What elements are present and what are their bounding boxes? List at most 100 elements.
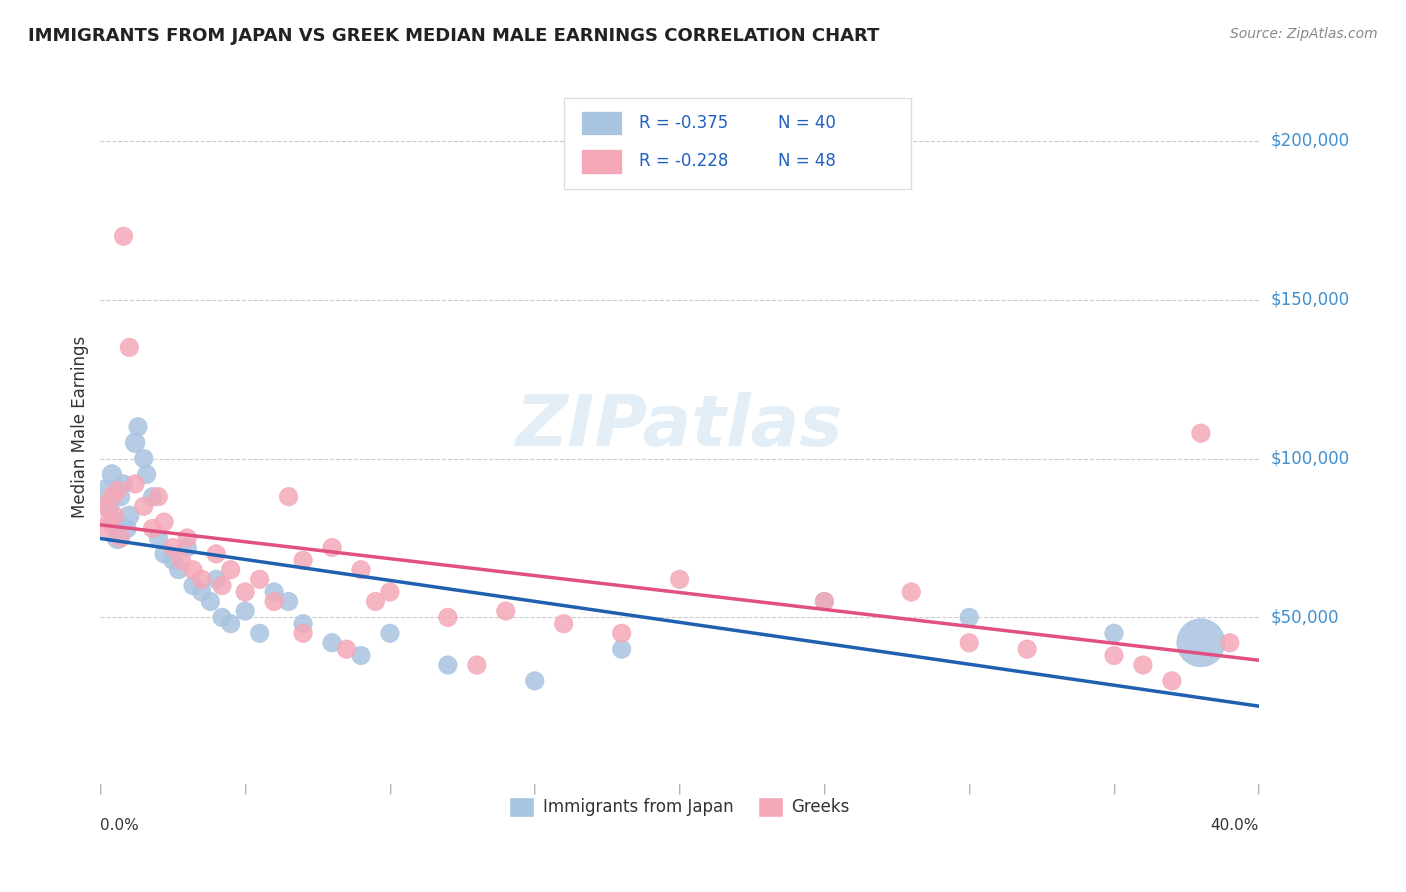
Point	[104, 508, 127, 523]
Point	[1161, 673, 1184, 688]
Text: N = 48: N = 48	[778, 153, 837, 170]
Text: 0.0%: 0.0%	[100, 818, 139, 833]
Point	[335, 642, 357, 657]
Bar	[581, 111, 621, 136]
Point	[162, 553, 184, 567]
Point	[813, 594, 835, 608]
Point	[263, 594, 285, 608]
Text: |: |	[1112, 783, 1116, 794]
Point	[181, 579, 204, 593]
Point	[98, 500, 121, 514]
Point	[1189, 636, 1212, 650]
Point	[277, 490, 299, 504]
Point	[211, 610, 233, 624]
Point	[153, 515, 176, 529]
Point	[292, 553, 315, 567]
Point	[321, 541, 343, 555]
Point	[1102, 626, 1125, 640]
Text: R = -0.375: R = -0.375	[640, 114, 728, 132]
Point	[132, 500, 155, 514]
Point	[1017, 642, 1039, 657]
Point	[127, 419, 149, 434]
Point	[112, 229, 135, 244]
Point	[190, 585, 212, 599]
Point	[107, 483, 129, 498]
Point	[91, 500, 114, 514]
FancyBboxPatch shape	[564, 98, 911, 189]
Point	[957, 636, 980, 650]
Point	[350, 563, 373, 577]
Point	[141, 521, 163, 535]
Point	[211, 579, 233, 593]
Text: 40.0%: 40.0%	[1211, 818, 1258, 833]
Point	[219, 563, 242, 577]
Text: $50,000: $50,000	[1271, 608, 1339, 626]
Point	[118, 340, 141, 354]
Text: |: |	[98, 783, 103, 794]
Point	[94, 521, 117, 535]
Point	[110, 531, 132, 545]
Point	[249, 572, 271, 586]
Text: |: |	[678, 783, 682, 794]
Point	[1189, 426, 1212, 441]
Point	[112, 477, 135, 491]
Point	[219, 616, 242, 631]
Point	[813, 594, 835, 608]
Point	[176, 541, 198, 555]
Point	[378, 585, 401, 599]
Point	[101, 490, 124, 504]
Point	[94, 483, 117, 498]
Point	[190, 572, 212, 586]
Text: |: |	[823, 783, 827, 794]
Point	[115, 521, 138, 535]
Point	[249, 626, 271, 640]
Point	[1102, 648, 1125, 663]
Point	[135, 467, 157, 482]
Point	[523, 673, 546, 688]
Text: ZIPatlas: ZIPatlas	[516, 392, 844, 461]
Point	[176, 531, 198, 545]
Text: |: |	[388, 783, 392, 794]
Point	[233, 585, 256, 599]
Point	[200, 594, 222, 608]
Point	[437, 610, 460, 624]
Point	[101, 467, 124, 482]
Point	[378, 626, 401, 640]
Point	[553, 616, 575, 631]
Point	[107, 531, 129, 545]
Point	[292, 626, 315, 640]
Bar	[581, 150, 621, 174]
Point	[124, 435, 146, 450]
Point	[277, 594, 299, 608]
Point	[141, 490, 163, 504]
Point	[900, 585, 922, 599]
Point	[1219, 636, 1241, 650]
Point	[668, 572, 690, 586]
Point	[181, 563, 204, 577]
Point	[1132, 658, 1154, 673]
Text: $200,000: $200,000	[1271, 132, 1350, 150]
Point	[263, 585, 285, 599]
Text: N = 40: N = 40	[778, 114, 837, 132]
Point	[233, 604, 256, 618]
Point	[205, 572, 228, 586]
Point	[321, 636, 343, 650]
Point	[437, 658, 460, 673]
Point	[153, 547, 176, 561]
Point	[170, 553, 193, 567]
Point	[292, 616, 315, 631]
Point	[162, 541, 184, 555]
Point	[98, 515, 121, 529]
Point	[148, 531, 170, 545]
Point	[205, 547, 228, 561]
Legend: Immigrants from Japan, Greeks: Immigrants from Japan, Greeks	[502, 790, 856, 823]
Point	[610, 626, 633, 640]
Point	[167, 563, 190, 577]
Text: IMMIGRANTS FROM JAPAN VS GREEK MEDIAN MALE EARNINGS CORRELATION CHART: IMMIGRANTS FROM JAPAN VS GREEK MEDIAN MA…	[28, 27, 880, 45]
Point	[364, 594, 387, 608]
Point	[118, 508, 141, 523]
Point	[465, 658, 488, 673]
Point	[132, 451, 155, 466]
Text: |: |	[243, 783, 247, 794]
Point	[124, 477, 146, 491]
